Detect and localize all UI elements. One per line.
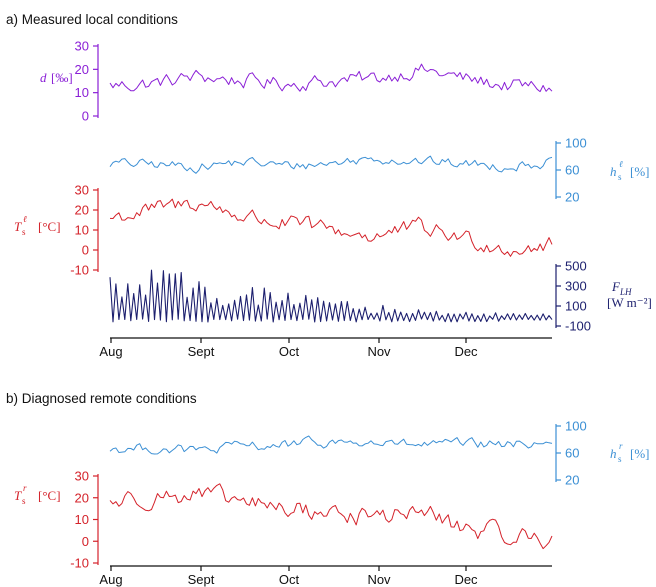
series-hs_local: 100 60 20 (109, 136, 587, 205)
ylabel-flh: F LH [W m⁻²] (607, 279, 652, 310)
y-tick-label-Ts_remote: 20 (75, 490, 89, 505)
month-label: Nov (367, 344, 391, 359)
y-tick-label-Ts_remote: 0 (82, 534, 89, 549)
ylabel-hs-local: h s ℓ [%] (610, 159, 650, 182)
y-tick-label-hs_remote: 20 (565, 473, 579, 488)
ylabel-hs-remote-sup: r (619, 441, 623, 451)
ylabel-ts-remote: T s r [°C] (14, 483, 61, 506)
series-Ts_remote: 30 20 10 0 -10 (70, 469, 553, 571)
y-tick-label-Ts_local: 20 (75, 203, 89, 218)
y-tick-label-Ts_remote: -10 (70, 556, 89, 571)
y-tick-label-hs_remote: 100 (565, 419, 587, 434)
y-tick-label-FLH: 100 (565, 299, 587, 314)
ylabel-d-unit: [‰] (51, 70, 73, 85)
y-tick-label-hs_local: 60 (565, 163, 579, 178)
y-tick-label-Ts_local: -10 (70, 263, 89, 278)
month-label: Oct (279, 572, 300, 587)
ylabel-ts-local-unit: [°C] (38, 219, 61, 234)
panel-a-title: a) Measured local conditions (6, 12, 178, 27)
y-tick-label-d_local: 10 (75, 85, 89, 100)
ylabel-hs-local-sub: s (618, 172, 622, 182)
month-label: Sept (188, 572, 215, 587)
ylabel-hs-local-sup: ℓ (619, 159, 623, 169)
ylabel-hs-remote-unit: [%] (630, 446, 650, 461)
y-tick-label-Ts_remote: 30 (75, 469, 89, 484)
month-label: Aug (99, 344, 122, 359)
ylabel-d-symbol: d (40, 70, 47, 85)
y-tick-label-Ts_local: 10 (75, 223, 89, 238)
series-Ts_local: 30 20 10 0 -10 (70, 183, 553, 278)
ylabel-ts-remote-unit: [°C] (38, 488, 61, 503)
ylabel-ts-remote-sub: s (22, 496, 26, 506)
ylabel-flh-sub: LH (619, 287, 632, 297)
line-Ts_remote (109, 483, 553, 550)
series-hs_remote: 100 60 20 (109, 419, 587, 488)
ylabel-ts-remote-sup: r (23, 483, 27, 493)
ylabel-flh-unit: [W m⁻²] (607, 295, 652, 310)
y-tick-label-d_local: 20 (75, 62, 89, 77)
panel-b-title: b) Diagnosed remote conditions (6, 391, 197, 406)
ylabel-ts-remote-symbol: T (14, 488, 22, 503)
y-tick-label-hs_remote: 60 (565, 446, 579, 461)
y-tick-label-hs_local: 100 (565, 136, 587, 151)
y-tick-label-d_local: 30 (75, 39, 89, 54)
ylabel-hs-remote-sub: s (618, 454, 622, 464)
month-label: Oct (279, 344, 300, 359)
ylabel-flh-symbol: F (611, 279, 621, 294)
ylabel-hs-local-symbol: h (610, 164, 617, 179)
y-tick-label-FLH: -100 (565, 319, 591, 334)
time-axis-a: Aug Sept Oct Nov Dec (99, 337, 552, 359)
y-tick-label-FLH: 500 (565, 259, 587, 274)
time-axis-b: Aug Sept Oct Nov Dec (99, 565, 552, 587)
ylabel-hs-local-unit: [%] (630, 164, 650, 179)
y-tick-label-FLH: 300 (565, 279, 587, 294)
month-label: Aug (99, 572, 122, 587)
y-tick-label-d_local: 0 (82, 109, 89, 124)
y-tick-label-hs_local: 20 (565, 190, 579, 205)
month-label: Nov (367, 572, 391, 587)
line-FLH (109, 269, 553, 323)
ylabel-hs-remote: h s r [%] (610, 441, 650, 464)
line-hs_local (109, 155, 553, 174)
month-label: Sept (188, 344, 215, 359)
ylabel-ts-local-symbol: T (14, 219, 22, 234)
ylabel-ts-local: T s ℓ [°C] (14, 214, 61, 237)
ylabel-ts-local-sup: ℓ (23, 214, 27, 224)
line-hs_remote (109, 435, 553, 455)
y-tick-label-Ts_local: 0 (82, 243, 89, 258)
month-label: Dec (454, 572, 478, 587)
y-tick-label-Ts_remote: 10 (75, 512, 89, 527)
line-Ts_local (109, 198, 553, 257)
ylabel-hs-remote-symbol: h (610, 446, 617, 461)
ylabel-d: d [‰] (40, 70, 73, 85)
y-tick-label-Ts_local: 30 (75, 183, 89, 198)
series-FLH: 500 300 100 -100 (109, 259, 591, 334)
month-label: Dec (454, 344, 478, 359)
ylabel-ts-local-sub: s (22, 227, 26, 237)
line-d_local (109, 63, 553, 93)
series-d_local: 30 20 10 0 (75, 39, 553, 124)
